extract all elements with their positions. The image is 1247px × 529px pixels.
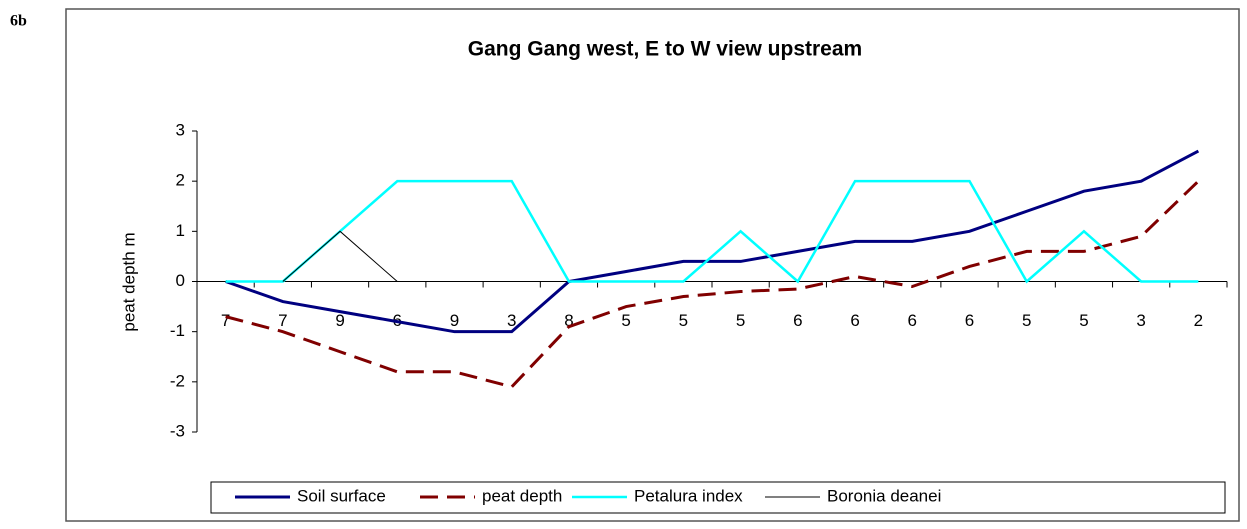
y-axis-label: peat depth m	[119, 232, 138, 331]
x-tick-label: 7	[278, 311, 287, 330]
x-tick-label: 8	[564, 311, 573, 330]
x-tick-label: 5	[736, 311, 745, 330]
x-tick-label: 6	[965, 311, 974, 330]
x-tick-label: 2	[1194, 311, 1203, 330]
legend-label: Petalura index	[634, 486, 743, 505]
chart-border	[65, 8, 1240, 522]
x-tick-label: 5	[1079, 311, 1088, 330]
series-line	[282, 230, 398, 282]
legend-box	[210, 481, 1226, 514]
y-tick-label: 1	[176, 221, 185, 240]
x-tick-label: 5	[621, 311, 630, 330]
x-tick-label: 3	[1136, 311, 1145, 330]
series-line	[225, 179, 1199, 284]
x-tick-label: 7	[221, 311, 230, 330]
y-tick-label: -3	[170, 421, 185, 440]
x-tick-label: 5	[679, 311, 688, 330]
chart-title: Gang Gang west, E to W view upstream	[468, 38, 862, 61]
x-tick-label: 3	[507, 311, 516, 330]
y-tick-label: 3	[176, 120, 185, 139]
y-tick-label: 2	[176, 171, 185, 190]
y-tick-label: -1	[170, 321, 185, 340]
x-tick-label: 5	[1022, 311, 1031, 330]
legend-label: Boronia deanei	[827, 486, 941, 505]
x-tick-label: 6	[793, 311, 802, 330]
x-tick-label: 9	[335, 311, 344, 330]
y-tick-label: -2	[170, 371, 185, 390]
y-tick-label: 0	[176, 271, 185, 290]
x-tick-label: 9	[450, 311, 459, 330]
series-line	[225, 149, 1200, 334]
legend-label: Soil surface	[297, 486, 386, 505]
series-line	[225, 180, 1200, 389]
figure-label: 6b	[10, 13, 27, 30]
x-tick-label: 6	[908, 311, 917, 330]
legend-label: peat depth	[482, 486, 562, 505]
x-tick-label: 6	[850, 311, 859, 330]
